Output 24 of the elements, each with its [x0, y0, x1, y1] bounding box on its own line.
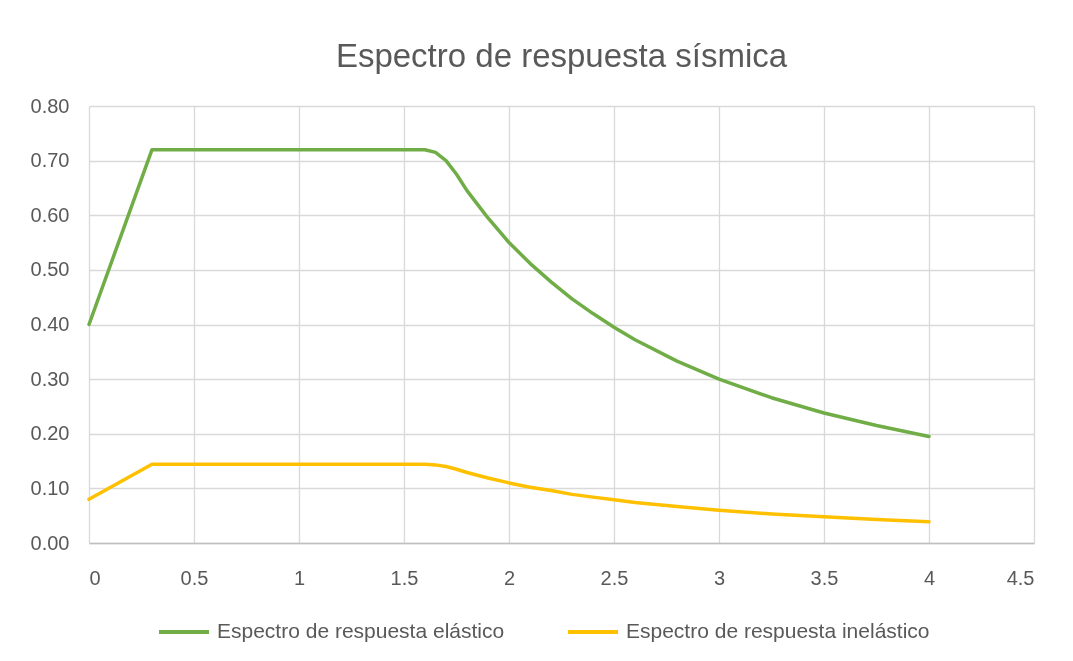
y-tick-label: 0.50: [30, 258, 70, 281]
x-tick-label: 0.5: [180, 566, 209, 589]
x-tick-label: 4: [923, 566, 936, 589]
x-tick-label: 1: [293, 566, 306, 589]
x-tick-label: 1.5: [390, 566, 419, 589]
x-tick-label: 2.5: [600, 566, 629, 589]
y-tick-label: 0.20: [30, 422, 70, 445]
chart-title: Espectro de respuesta sísmica: [335, 37, 788, 74]
y-tick-label: 0.60: [30, 203, 70, 226]
x-tick-label: 4.5: [1006, 566, 1035, 589]
line-series: [87, 147, 931, 439]
x-tick-label: 2: [503, 566, 516, 589]
y-tick-label: 0.30: [30, 367, 70, 390]
line-series: [87, 462, 931, 524]
legend-label: Espectro de respuesta inelástico: [626, 619, 930, 642]
y-tick-label: 0.70: [30, 149, 70, 172]
y-tick-label: 0.00: [30, 531, 70, 554]
x-tick-label: 3: [713, 566, 726, 589]
y-tick-label: 0.10: [30, 476, 70, 499]
x-tick-label: 3.5: [810, 566, 839, 589]
y-tick-label: 0.40: [30, 313, 70, 335]
y-tick-label: 0.80: [30, 94, 70, 117]
legend-label: Espectro de respuesta elástico: [217, 619, 505, 642]
x-tick-label: 0: [89, 566, 101, 589]
